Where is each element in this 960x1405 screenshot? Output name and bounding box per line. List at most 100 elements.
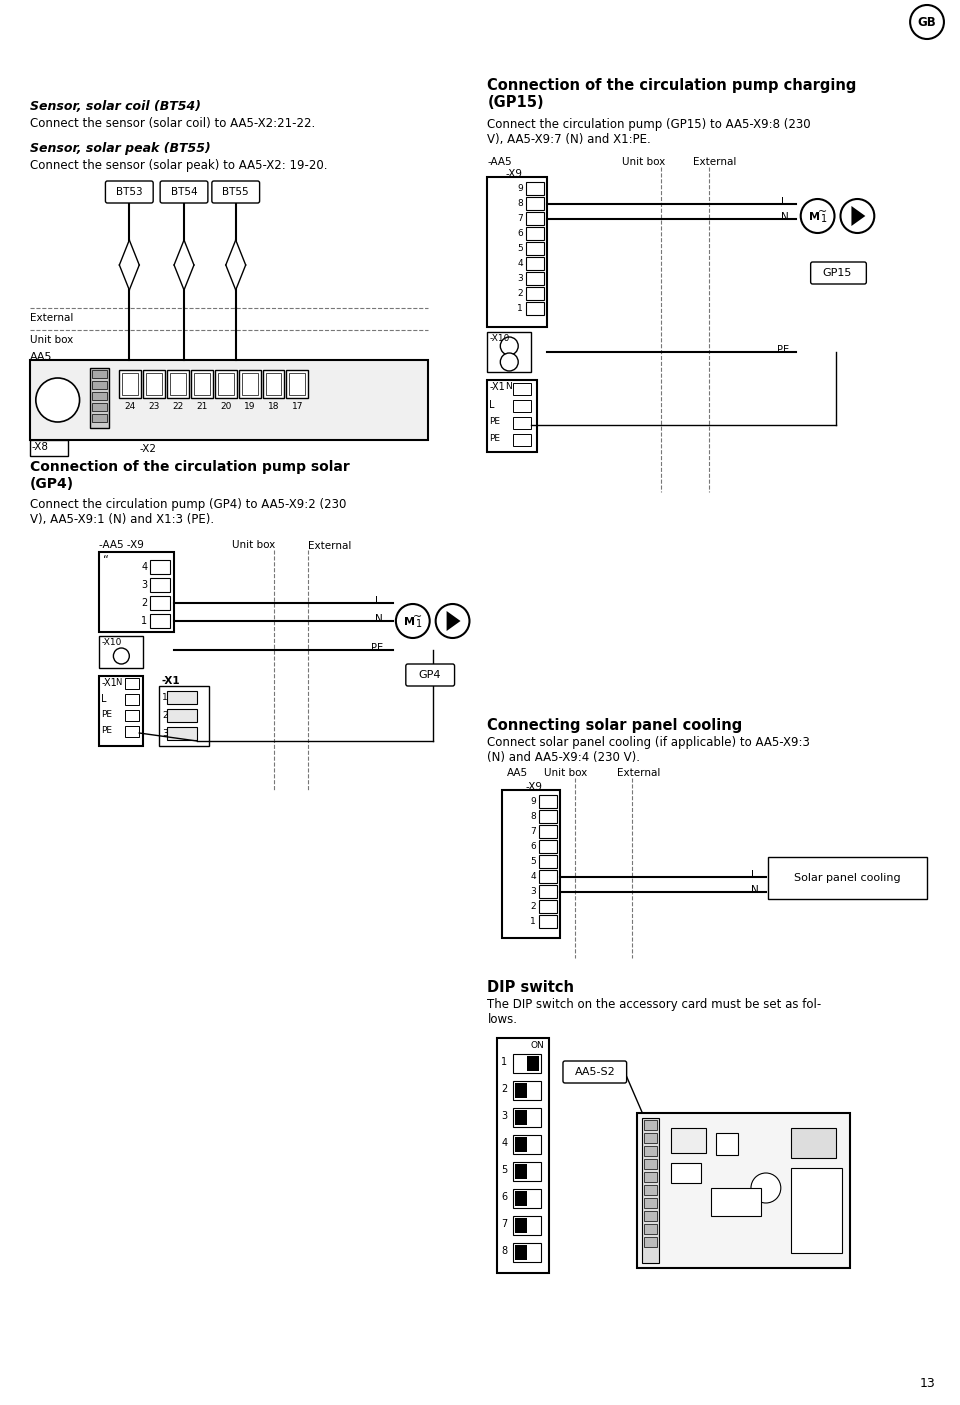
Text: Connect solar panel cooling (if applicable) to AA5-X9:3: Connect solar panel cooling (if applicab…: [488, 736, 810, 749]
Bar: [514, 400, 531, 412]
Text: N: N: [751, 885, 758, 895]
Text: PE: PE: [371, 643, 383, 653]
Text: 1: 1: [162, 693, 168, 701]
Bar: [516, 1083, 527, 1097]
Bar: [671, 1128, 707, 1154]
Circle shape: [36, 378, 80, 422]
Text: L: L: [751, 870, 756, 880]
Bar: [488, 177, 547, 327]
Text: 5: 5: [530, 857, 536, 865]
Text: BT55: BT55: [223, 187, 249, 197]
Bar: [126, 710, 139, 721]
Text: -X8: -X8: [32, 443, 49, 452]
Text: 21: 21: [196, 402, 207, 412]
Text: N: N: [375, 614, 383, 624]
Bar: [502, 790, 560, 939]
Text: (GP4): (GP4): [30, 478, 74, 490]
Bar: [497, 1038, 549, 1273]
Text: L: L: [490, 400, 494, 410]
Text: GP15: GP15: [823, 268, 852, 278]
Text: N: N: [505, 382, 512, 391]
Polygon shape: [852, 207, 865, 226]
Bar: [526, 273, 544, 285]
Bar: [643, 1120, 658, 1130]
Bar: [167, 726, 197, 740]
Bar: [540, 915, 557, 927]
Bar: [526, 302, 544, 315]
Bar: [194, 372, 210, 395]
Bar: [30, 360, 428, 440]
Bar: [526, 287, 544, 301]
Bar: [540, 795, 557, 808]
Bar: [540, 840, 557, 853]
Text: AA5: AA5: [507, 769, 528, 778]
Bar: [167, 710, 197, 722]
Text: PE: PE: [102, 726, 112, 735]
Text: 6: 6: [501, 1191, 507, 1203]
Text: 24: 24: [125, 402, 136, 412]
Circle shape: [751, 1173, 780, 1203]
Text: 8: 8: [501, 1246, 507, 1256]
Bar: [643, 1198, 658, 1208]
Text: PE: PE: [777, 346, 789, 355]
Bar: [671, 1163, 701, 1183]
Text: 2: 2: [531, 902, 536, 910]
Bar: [643, 1211, 658, 1221]
Text: 1: 1: [501, 1057, 507, 1066]
Bar: [100, 676, 143, 746]
Bar: [150, 596, 170, 610]
Text: -X9: -X9: [525, 783, 542, 792]
Bar: [514, 417, 531, 429]
Bar: [514, 1189, 541, 1208]
Bar: [643, 1236, 658, 1248]
Bar: [100, 636, 143, 667]
Bar: [91, 403, 108, 412]
Text: Connection of the circulation pump solar: Connection of the circulation pump solar: [30, 459, 349, 473]
Text: The DIP switch on the accessory card must be set as fol-: The DIP switch on the accessory card mus…: [488, 998, 822, 1012]
Bar: [122, 372, 138, 395]
Bar: [540, 825, 557, 837]
Bar: [516, 1245, 527, 1260]
Bar: [526, 257, 544, 270]
Bar: [150, 614, 170, 628]
Text: -X1: -X1: [490, 382, 505, 392]
Text: AA5: AA5: [30, 353, 53, 362]
Circle shape: [396, 604, 430, 638]
Text: 2: 2: [162, 711, 168, 719]
Bar: [150, 577, 170, 592]
Text: 1: 1: [141, 615, 147, 627]
Bar: [119, 370, 141, 398]
Bar: [516, 1218, 527, 1234]
Bar: [540, 885, 557, 898]
Text: (GP15): (GP15): [488, 96, 544, 110]
Bar: [526, 183, 544, 195]
Bar: [126, 694, 139, 705]
Text: (N) and AA5-X9:4 (230 V).: (N) and AA5-X9:4 (230 V).: [488, 752, 640, 764]
Text: 1: 1: [821, 214, 827, 223]
Text: N: N: [115, 679, 122, 687]
Text: AA5-S2: AA5-S2: [574, 1066, 615, 1078]
Text: BT54: BT54: [171, 187, 198, 197]
Text: 3: 3: [530, 887, 536, 896]
Bar: [514, 434, 531, 445]
Text: External: External: [308, 541, 351, 551]
Text: GP4: GP4: [419, 670, 441, 680]
Bar: [527, 1057, 540, 1071]
Text: 3: 3: [501, 1111, 507, 1121]
Bar: [167, 370, 189, 398]
Text: PE: PE: [490, 417, 500, 426]
Text: 8: 8: [530, 812, 536, 821]
Text: DIP switch: DIP switch: [488, 981, 574, 995]
Text: M: M: [809, 212, 820, 222]
Bar: [643, 1184, 658, 1196]
Bar: [126, 679, 139, 688]
Text: GB: GB: [918, 15, 936, 28]
Text: 5: 5: [517, 244, 523, 253]
Text: -X1: -X1: [161, 676, 180, 686]
Text: 9: 9: [517, 184, 523, 192]
Bar: [488, 379, 537, 452]
Text: Sensor, solar coil (BT54): Sensor, solar coil (BT54): [30, 100, 201, 112]
Text: Connect the circulation pump (GP4) to AA5-X9:2 (230: Connect the circulation pump (GP4) to AA…: [30, 497, 347, 511]
Text: -X2: -X2: [139, 444, 156, 454]
Text: -X10: -X10: [490, 334, 510, 343]
